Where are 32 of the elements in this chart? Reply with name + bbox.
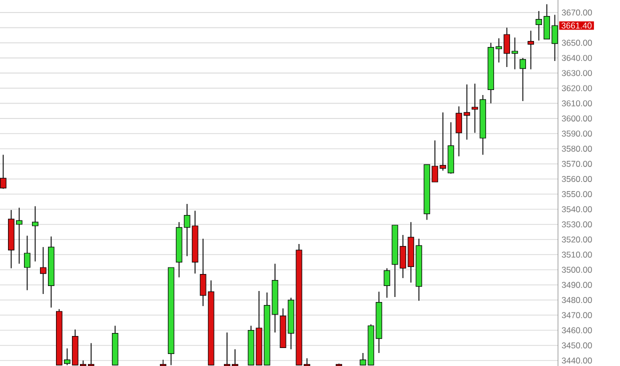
y-tick-label: 3530.00 xyxy=(562,221,592,228)
y-tick-label: 3460.00 xyxy=(562,327,592,334)
y-tick-label: 3650.00 xyxy=(562,40,592,46)
y-tick-label: 3520.00 xyxy=(562,236,592,243)
y-tick-label: 3490.00 xyxy=(562,282,592,288)
y-tick-label: 3440.00 xyxy=(562,358,592,364)
candlestick xyxy=(88,342,94,366)
y-tick-label: 3540.00 xyxy=(562,206,592,212)
y-tick-label: 3670.00 xyxy=(562,10,592,16)
y-tick-label: 3580.00 xyxy=(562,146,592,152)
y-tick-label: 3600.00 xyxy=(562,115,592,122)
y-tick-label: 3500.00 xyxy=(562,266,592,273)
y-tick-label: 3640.00 xyxy=(562,54,592,61)
y-tick-label: 3560.00 xyxy=(562,176,592,182)
candlestick xyxy=(384,268,390,298)
y-tick-label: 3620.00 xyxy=(562,85,592,92)
y-tick-label: 3480.00 xyxy=(562,297,592,304)
y-tick-label: 3590.00 xyxy=(562,130,592,137)
y-tick-label: 3570.00 xyxy=(562,160,592,167)
y-tick-label: 3630.00 xyxy=(562,70,592,76)
text: 3661.40 xyxy=(562,22,592,29)
candlestick xyxy=(528,30,534,70)
candlestick xyxy=(520,57,526,102)
y-tick-label: 3450.00 xyxy=(562,342,592,348)
candlestick xyxy=(0,154,6,190)
y-tick-label: 3510.00 xyxy=(562,252,592,258)
candlestick xyxy=(24,235,30,291)
y-tick-label: 3470.00 xyxy=(562,312,592,318)
candlestick xyxy=(224,332,230,366)
candlestick xyxy=(32,206,38,262)
y-tick-label: 3610.00 xyxy=(562,100,592,106)
y-tick-label: 3550.00 xyxy=(562,191,592,198)
